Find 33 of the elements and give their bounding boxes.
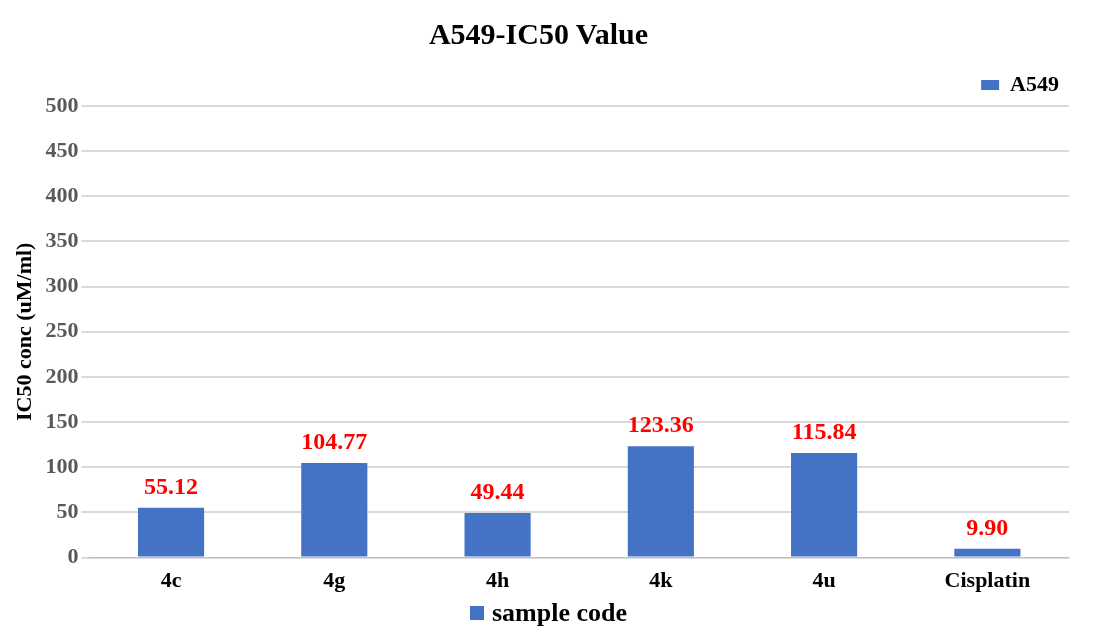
data-label: 115.84	[791, 418, 857, 445]
x-tick-label: Cisplatin	[944, 567, 1031, 593]
y-tick-label: 50	[56, 498, 79, 524]
x-tick-label: 4g	[323, 567, 346, 593]
y-tick-label: 400	[45, 182, 79, 208]
y-tick-label: 500	[45, 91, 79, 117]
x-tick-label: 4c	[160, 567, 182, 593]
y-tick-label: 100	[45, 452, 79, 478]
data-label: 123.36	[627, 411, 694, 438]
bar	[301, 462, 368, 557]
y-tick-label: 150	[45, 407, 79, 433]
y-tick-label: 350	[45, 227, 79, 253]
y-tick-label: 450	[45, 136, 79, 162]
y-axis-title: IC50 conc (uM/ml)	[10, 242, 36, 422]
x-tick-label: 4h	[485, 567, 510, 593]
x-axis-title: sample code	[491, 598, 628, 628]
legend-label: A549	[1010, 70, 1059, 96]
data-label: 9.90	[966, 513, 1009, 540]
y-tick-label: 300	[45, 272, 79, 298]
y-tick-label: 200	[45, 362, 79, 388]
x-tick-label: 4u	[812, 567, 836, 593]
data-label: 49.44	[470, 478, 525, 505]
data-label: 104.77	[301, 428, 368, 455]
bar	[791, 452, 858, 557]
bar	[137, 507, 205, 557]
bar	[954, 548, 1021, 557]
y-tick-label: 250	[45, 317, 79, 343]
bar	[627, 446, 694, 557]
bar	[464, 512, 531, 557]
chart-title: A549-IC50 Value	[428, 16, 649, 50]
x-tick-label: 4k	[649, 567, 674, 593]
data-label: 55.12	[144, 473, 199, 500]
y-tick-label: 0	[67, 543, 79, 569]
